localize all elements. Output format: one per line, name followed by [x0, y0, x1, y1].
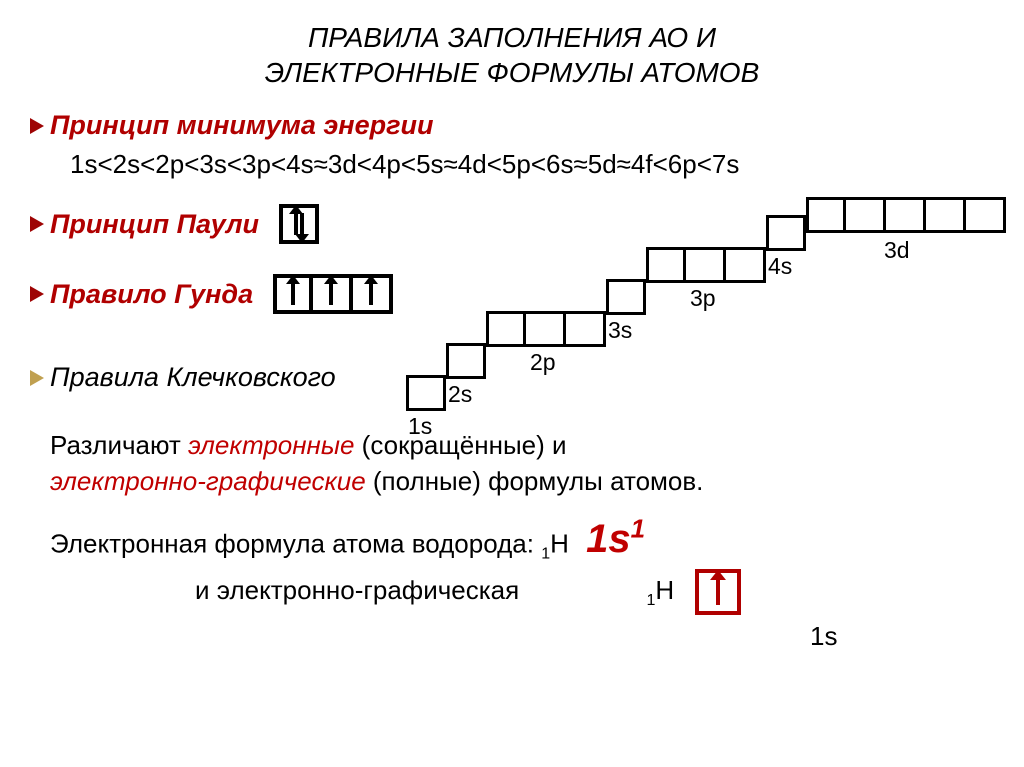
h-config-base: 1s	[586, 517, 631, 561]
orbital-box	[353, 274, 393, 314]
level-label: 2s	[448, 381, 472, 408]
h-config-sup: 1	[631, 514, 645, 544]
orbital-box	[806, 197, 846, 233]
title-line-2: ЭЛЕКТРОННЫЕ ФОРМУЛЫ АТОМОВ	[265, 57, 760, 88]
arrow-up-icon	[291, 283, 295, 305]
orbital-box	[313, 274, 353, 314]
level-label: 3d	[884, 237, 910, 264]
orbital-box	[886, 197, 926, 233]
orbital-box	[446, 343, 486, 379]
orbital-box	[486, 311, 526, 347]
arrow-up-icon	[716, 579, 720, 605]
level-3p: 3p	[646, 247, 766, 283]
orbital-box	[966, 197, 1006, 233]
hund-orbitals	[273, 274, 393, 314]
level-3s: 3s	[606, 279, 646, 315]
h-sub-2: 1H	[646, 575, 681, 605]
title-line-1: ПРАВИЛА ЗАПОЛНЕНИЯ АО И	[308, 22, 716, 53]
orbital-box	[273, 274, 313, 314]
chevron-icon	[30, 370, 44, 386]
h-config: 1s1	[586, 517, 645, 561]
principle-min-energy: Принцип минимума энергии	[30, 110, 994, 141]
slide-title: ПРАВИЛА ЗАПОЛНЕНИЯ АО И ЭЛЕКТРОННЫЕ ФОРМ…	[30, 20, 994, 90]
level-label: 3p	[690, 285, 716, 312]
orbital-box	[726, 247, 766, 283]
level-1s: 1s	[406, 375, 446, 411]
arrow-up-icon	[329, 283, 333, 305]
h-line1-prefix: Электронная формула атома водорода:	[50, 528, 541, 558]
orbital-box	[646, 247, 686, 283]
orbital-staircase: 1s 2s 2p 3s 3p 4s 3d	[406, 215, 1006, 405]
orbital-box	[566, 311, 606, 347]
orbital-box	[846, 197, 886, 233]
pauli-orbital	[279, 204, 319, 244]
h-element: H	[550, 528, 576, 558]
dist-mid2: (полные) формулы атомов.	[366, 466, 704, 496]
level-label: 4s	[768, 253, 792, 280]
hydrogen-graphical-formula: и электронно-графическая 1H 1s	[50, 569, 994, 615]
orbital-box	[406, 375, 446, 411]
orbital-box	[526, 311, 566, 347]
level-label: 3s	[608, 317, 632, 344]
dist-prefix: Различают	[50, 430, 188, 460]
min-energy-heading: Принцип минимума энергии	[50, 110, 434, 141]
arrow-up-icon	[294, 213, 298, 235]
orbital-box	[686, 247, 726, 283]
slide: ПРАВИЛА ЗАПОЛНЕНИЯ АО И ЭЛЕКТРОННЫЕ ФОРМ…	[0, 0, 1024, 767]
orbital-box	[766, 215, 806, 251]
dist-mid1: (сокращённые) и	[354, 430, 566, 460]
h-elem-2: H	[655, 575, 681, 605]
chevron-icon	[30, 118, 44, 134]
chevron-icon	[30, 216, 44, 232]
h-sub: 1	[541, 545, 550, 562]
level-label: 1s	[408, 413, 432, 440]
hydrogen-orbital-box	[695, 569, 741, 615]
orbital-box	[279, 204, 319, 244]
level-2p: 2p	[486, 311, 606, 347]
dist-electronic: электронные	[188, 430, 354, 460]
hydrogen-electronic-formula: Электронная формула атома водорода: 1H 1…	[50, 514, 994, 564]
hydrogen-orbital-label: 1s	[810, 621, 837, 652]
arrow-up-icon	[369, 283, 373, 305]
level-3d: 3d	[806, 197, 1006, 233]
level-label: 2p	[530, 349, 556, 376]
h-line2-prefix: и электронно-графическая	[195, 575, 519, 605]
chevron-icon	[30, 286, 44, 302]
klech-heading: Правила Клечковского	[50, 362, 336, 393]
hund-heading: Правило Гунда	[50, 279, 253, 310]
arrow-down-icon	[300, 213, 304, 235]
orbital-box	[926, 197, 966, 233]
dist-graphical: электронно-графические	[50, 466, 366, 496]
energy-sequence: 1s<2s<2p<3s<3p<4s≈3d<4p<5s≈4d<5p<6s≈5d≈4…	[70, 149, 994, 180]
level-4s: 4s	[766, 215, 806, 251]
pauli-heading: Принцип Паули	[50, 209, 259, 240]
orbital-box	[606, 279, 646, 315]
level-2s: 2s	[446, 343, 486, 379]
distinguish-paragraph: Различают электронные (сокращённые) и эл…	[50, 427, 994, 500]
